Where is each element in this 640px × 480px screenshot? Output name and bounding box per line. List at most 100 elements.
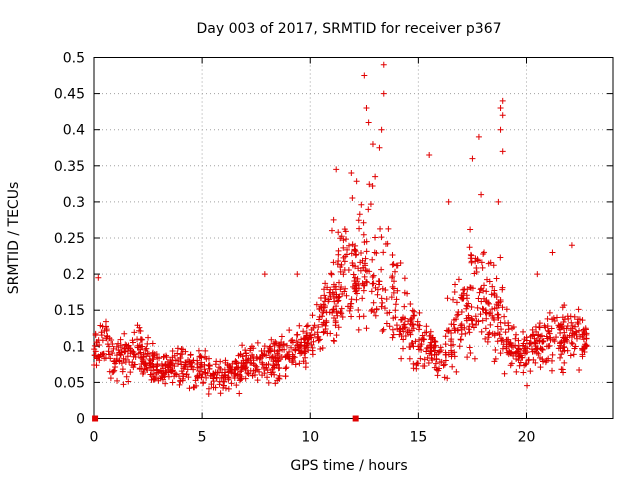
- data-point: [261, 271, 268, 278]
- data-point: [336, 279, 343, 286]
- data-point: [283, 353, 290, 360]
- data-point: [145, 334, 152, 341]
- data-point: [254, 339, 261, 346]
- data-point: [217, 358, 224, 365]
- data-point: [477, 311, 484, 318]
- data-point: [366, 268, 373, 275]
- data-point: [330, 259, 337, 266]
- data-point: [162, 361, 169, 368]
- data-point: [468, 317, 475, 324]
- data-point: [564, 322, 571, 329]
- data-point: [343, 292, 350, 299]
- data-point: [507, 340, 514, 347]
- data-point: [419, 332, 426, 339]
- data-point: [296, 360, 303, 367]
- data-point: [374, 291, 381, 298]
- data-point: [532, 359, 539, 366]
- data-point: [429, 357, 436, 364]
- data-point: [194, 375, 201, 382]
- data-point: [448, 347, 455, 354]
- data-point: [182, 348, 189, 355]
- data-point: [408, 321, 415, 328]
- data-point: [356, 313, 363, 320]
- data-point: [275, 358, 282, 365]
- data-point: [400, 345, 407, 352]
- data-points: [91, 61, 590, 422]
- data-point: [553, 314, 560, 321]
- data-point: [340, 237, 347, 244]
- data-point: [236, 390, 243, 397]
- data-point: [292, 346, 299, 353]
- data-point: [499, 304, 506, 311]
- data-point: [344, 246, 351, 253]
- data-point: [292, 346, 299, 353]
- data-point: [515, 337, 522, 344]
- data-point: [361, 260, 368, 267]
- data-point: [529, 332, 536, 339]
- data-point: [197, 353, 204, 360]
- data-point: [171, 373, 178, 380]
- data-point: [296, 322, 303, 329]
- data-point: [482, 325, 489, 332]
- data-point: [365, 206, 372, 213]
- data-point: [119, 366, 126, 373]
- y-tick-label: 0.45: [54, 87, 85, 103]
- data-point: [381, 305, 388, 312]
- data-point: [513, 349, 520, 356]
- data-point: [330, 295, 337, 302]
- data-point: [561, 347, 568, 354]
- data-point: [347, 305, 354, 312]
- data-point: [345, 242, 352, 249]
- data-point: [220, 374, 227, 381]
- data-point: [497, 126, 504, 133]
- data-point: [206, 362, 213, 369]
- data-point: [363, 325, 370, 332]
- data-point: [380, 90, 387, 97]
- data-point: [436, 348, 443, 355]
- data-point: [467, 284, 474, 291]
- data-point: [296, 344, 303, 351]
- data-point: [484, 338, 491, 345]
- data-point: [302, 336, 309, 343]
- data-point: [558, 351, 565, 358]
- data-point: [355, 281, 362, 288]
- data-point: [333, 308, 340, 315]
- data-point: [483, 315, 490, 322]
- data-point: [491, 305, 498, 312]
- data-point: [475, 295, 482, 302]
- data-point: [409, 307, 416, 314]
- data-point: [185, 374, 192, 381]
- data-point: [102, 323, 109, 330]
- data-point: [542, 359, 549, 366]
- data-point: [203, 374, 210, 381]
- data-point: [415, 360, 422, 367]
- data-point: [305, 347, 312, 354]
- data-point: [467, 226, 474, 233]
- data-point: [398, 355, 405, 362]
- data-point: [440, 362, 447, 369]
- data-point: [106, 368, 113, 375]
- data-point: [160, 354, 167, 361]
- data-point: [483, 297, 490, 304]
- data-point: [228, 380, 235, 387]
- data-point: [409, 315, 416, 322]
- data-point: [350, 271, 357, 278]
- data-point: [572, 343, 579, 350]
- data-point: [404, 329, 411, 336]
- y-tick-label: 0.2: [63, 267, 85, 283]
- data-point: [140, 369, 147, 376]
- data-point: [360, 231, 367, 238]
- data-point: [346, 307, 353, 314]
- data-point: [441, 374, 448, 381]
- data-point: [400, 336, 407, 343]
- data-point: [327, 330, 334, 337]
- data-point: [363, 278, 370, 285]
- data-point: [495, 314, 502, 321]
- data-point: [548, 325, 555, 332]
- x-tick-label: 15: [409, 430, 427, 446]
- data-point: [386, 323, 393, 330]
- data-point: [127, 345, 134, 352]
- data-point: [492, 355, 499, 362]
- data-point: [249, 352, 256, 359]
- data-point: [363, 248, 370, 255]
